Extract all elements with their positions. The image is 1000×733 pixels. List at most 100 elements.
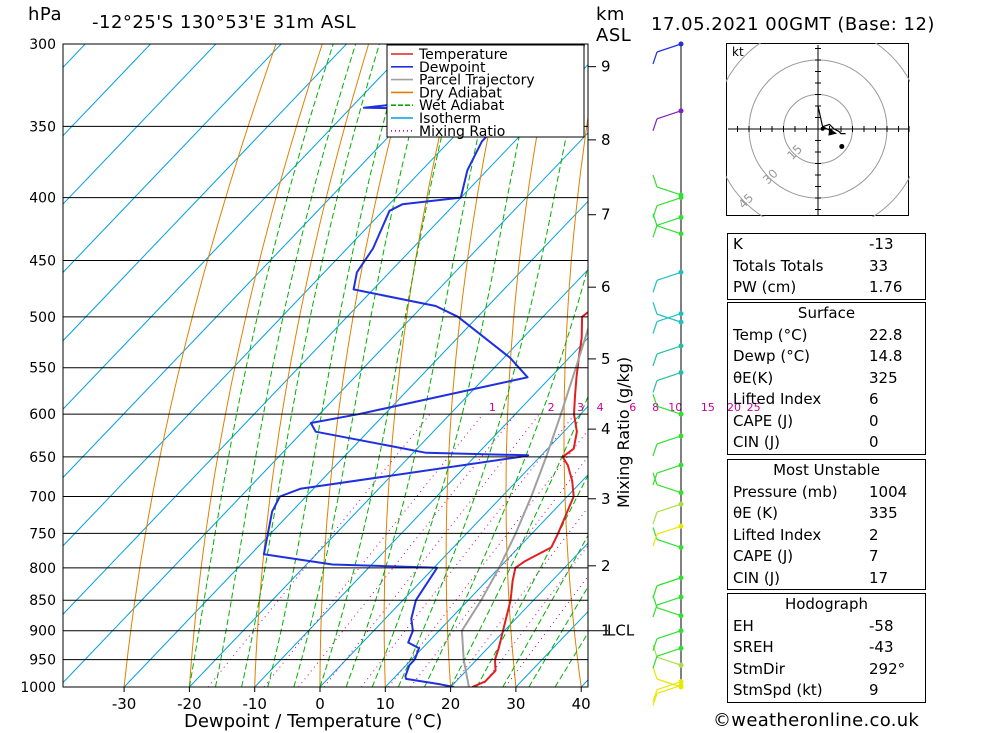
wind-barb-flag xyxy=(652,666,658,680)
temperature-tick-label: 10 xyxy=(376,695,395,713)
km-label: km xyxy=(596,4,625,25)
asl-label: ASL xyxy=(596,25,631,46)
pressure-tick-label: 400 xyxy=(29,191,56,207)
legend-label: Wet Adiabat xyxy=(419,98,505,114)
footer-credit[interactable]: ©weatheronline.co.uk xyxy=(713,710,920,731)
temperature-line xyxy=(471,310,588,687)
legend-label: Mixing Ratio xyxy=(419,124,505,140)
wind-barb xyxy=(652,523,684,547)
dry-adiabat-line xyxy=(123,44,277,687)
wind-barb-dot xyxy=(678,343,684,349)
index-row-k: K -13 xyxy=(728,234,925,256)
wind-barb-staff xyxy=(656,503,682,513)
dry-adiabat-line xyxy=(505,44,555,687)
km-tick-label: 9 xyxy=(601,58,611,76)
wind-barb xyxy=(652,174,684,198)
wind-barb-flag xyxy=(652,585,658,598)
wind-barb-staff xyxy=(656,110,682,120)
wind-barb-dot xyxy=(678,231,684,237)
wind-barb-flag xyxy=(652,321,658,334)
index-label: θE (K) xyxy=(733,504,778,522)
temperature-tick-label: 20 xyxy=(441,695,460,713)
km-tick-label: 6 xyxy=(601,278,611,296)
most-unstable-title: Most Unstable xyxy=(773,461,880,479)
indices-general-table: K -13 Totals Totals 33 PW (cm) 1.76 xyxy=(727,233,926,300)
wind-barb-dot xyxy=(678,645,684,651)
wind-barb xyxy=(652,472,684,496)
indices-surface-table: Surface Temp (°C) 22.8 Dewp (°C) 14.8 θE(K… xyxy=(727,302,926,455)
wind-barb-dot xyxy=(678,192,684,198)
wind-barb-flag xyxy=(652,645,658,658)
index-value: 14.8 xyxy=(869,347,903,365)
wind-barb-staff xyxy=(656,647,682,657)
wet-adiabat-line xyxy=(476,474,588,687)
mixing-ratio-line xyxy=(323,413,540,687)
wind-barb-flag xyxy=(652,604,658,618)
isotherm-line xyxy=(63,44,152,137)
wind-barb-staff xyxy=(656,313,682,323)
wind-barb-dot xyxy=(678,682,684,688)
mixing-ratio-value-label: 4 xyxy=(597,401,604,414)
index-label: Temp (°C) xyxy=(733,325,808,344)
wind-barb-dot xyxy=(678,490,684,496)
mixing-ratio-value-label: 3 xyxy=(577,401,584,414)
wind-barb-dot xyxy=(678,523,684,529)
mixing-ratio-line xyxy=(504,575,588,687)
wind-barb-staff xyxy=(656,186,682,196)
wind-barb xyxy=(652,645,684,669)
mixing-ratio-value-label: 2 xyxy=(548,401,555,414)
wind-barb-dot xyxy=(678,501,684,507)
wind-barb-dot xyxy=(678,411,684,417)
isotherm-line xyxy=(319,405,588,687)
wind-barb-staff xyxy=(656,464,682,474)
wind-barb-staff xyxy=(656,43,682,53)
wind-barb-dot xyxy=(678,370,684,376)
km-tick-label: 8 xyxy=(601,131,611,149)
index-label: StmDir xyxy=(733,659,785,678)
legend-label: Parcel Trajectory xyxy=(419,73,535,89)
wind-barb xyxy=(652,595,684,619)
hodograph-unit: kt xyxy=(732,45,744,59)
isotherm-line xyxy=(63,132,588,684)
pressure-tick-label: 900 xyxy=(29,624,56,640)
dry-adiabat-line xyxy=(188,44,323,687)
isotherm-line xyxy=(63,44,282,274)
wind-barb-dot xyxy=(678,311,684,317)
dewpoint-line xyxy=(262,44,532,687)
pressure-tick-label: 300 xyxy=(29,37,56,53)
wind-barb-dot xyxy=(678,433,684,439)
index-label: CAPE (J) xyxy=(733,411,794,430)
wind-barb-flag xyxy=(652,693,658,706)
indices-most-unstable-table: Most Unstable Pressure (mb) 1004 θE (K) 33… xyxy=(727,459,926,590)
isotherm-line xyxy=(63,44,413,410)
wind-barb-staff xyxy=(656,371,682,382)
wet-adiabat-line xyxy=(502,534,588,687)
wind-barb-flag xyxy=(652,174,658,188)
pressure-tick-label: 750 xyxy=(29,526,56,542)
wind-barb xyxy=(652,214,684,238)
wind-barb xyxy=(652,370,684,393)
index-value: 292° xyxy=(869,659,906,678)
wet-adiabat-line xyxy=(528,585,588,687)
index-row-totals: Totals Totals 33 xyxy=(728,256,925,278)
wind-barb-flag xyxy=(652,51,658,65)
plot-frame xyxy=(62,43,589,688)
wind-barb-flag xyxy=(652,118,658,132)
index-row-pw: PW (cm) 1.76 xyxy=(728,277,925,299)
wind-barb-dot xyxy=(678,214,684,220)
pressure-tick-label: 350 xyxy=(29,119,56,135)
index-label: Dewp (°C) xyxy=(733,347,811,365)
temperature-tick-label: 40 xyxy=(572,695,591,713)
location-title: -12°25'S 130°53'E 31m ASL xyxy=(92,12,356,33)
wind-barb-staff xyxy=(656,435,682,445)
mixing-ratio-line xyxy=(207,413,431,687)
wind-barb xyxy=(652,433,684,457)
pressure-tick-label: 800 xyxy=(29,561,56,577)
wind-barb-dot xyxy=(678,679,684,685)
wind-barb-flag xyxy=(652,353,658,367)
isotherm-line xyxy=(449,542,588,687)
legend-label: Isotherm xyxy=(419,111,481,127)
dry-adiabat-line xyxy=(924,44,1000,687)
pressure-tick-label: 550 xyxy=(29,361,56,377)
